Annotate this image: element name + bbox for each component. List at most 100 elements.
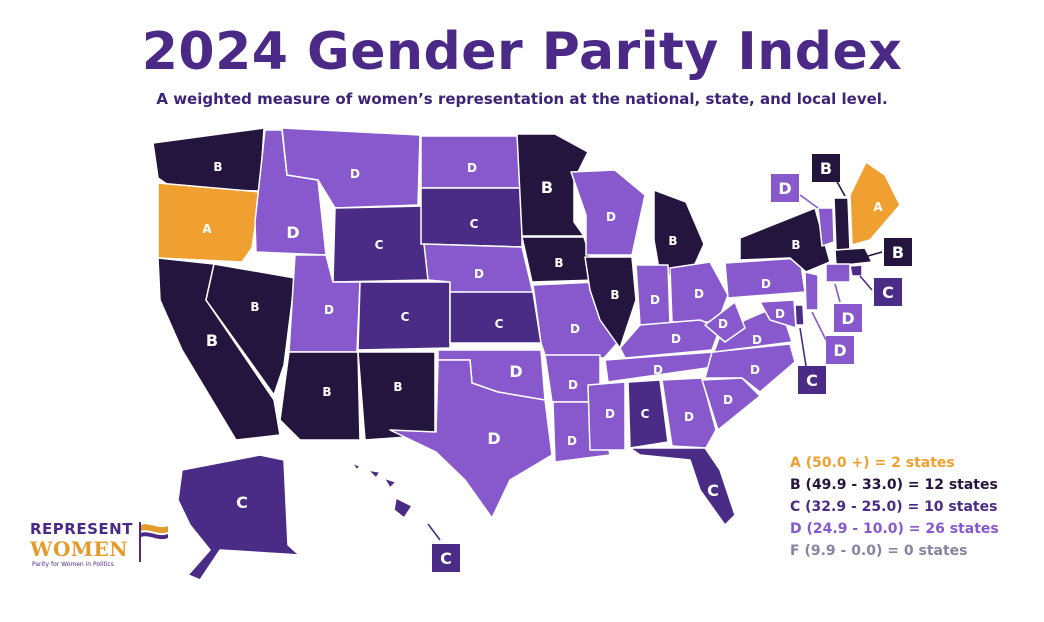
page-subtitle: A weighted measure of women’s representa… bbox=[156, 90, 888, 108]
grade-label-iowa: B bbox=[554, 256, 563, 270]
state-alaska bbox=[177, 454, 327, 581]
grade-label-montana: D bbox=[350, 167, 360, 181]
grade-label-arizona: B bbox=[322, 385, 331, 399]
grade-label-pennsylvania: D bbox=[761, 277, 771, 291]
flag-icon bbox=[139, 522, 168, 562]
label-box-hawaii bbox=[432, 544, 460, 572]
grade-label-south-carolina: D bbox=[723, 393, 733, 407]
state-west-virginia bbox=[704, 301, 746, 343]
leader-arrow-delaware bbox=[799, 327, 807, 367]
state-connecticut bbox=[825, 263, 851, 283]
grade-label-wisconsin: D bbox=[606, 210, 616, 224]
leader-arrow-new-jersey bbox=[811, 311, 827, 341]
grade-label-vermont: D bbox=[778, 179, 791, 198]
legend: A (50.0 +) = 2 states B (49.9 - 33.0) = … bbox=[790, 452, 999, 562]
state-massachusetts bbox=[834, 247, 873, 267]
state-mississippi bbox=[587, 381, 626, 451]
grade-label-virginia: D bbox=[752, 333, 762, 347]
legend-item-c: C (32.9 - 25.0) = 10 states bbox=[790, 499, 998, 515]
grade-label-wyoming: C bbox=[375, 238, 384, 252]
grade-label-oklahoma: D bbox=[509, 362, 522, 381]
grade-label-ohio: D bbox=[694, 287, 704, 301]
state-new-mexico bbox=[357, 351, 436, 441]
label-box-massachusetts bbox=[884, 238, 912, 266]
grade-label-north-carolina: D bbox=[750, 363, 760, 377]
state-north-carolina bbox=[704, 343, 796, 393]
leader-arrow-hawaii bbox=[427, 523, 441, 541]
label-box-rhode-island bbox=[874, 278, 902, 306]
logo-line-women: WOMEN bbox=[30, 537, 129, 561]
grade-label-massachusetts: B bbox=[892, 243, 904, 262]
label-box-new-hampshire bbox=[812, 154, 840, 182]
grade-label-alabama: C bbox=[641, 407, 650, 421]
legend-item-b: B (49.9 - 33.0) = 12 states bbox=[790, 477, 998, 493]
logo-tagline: Parity for Women in Politics bbox=[32, 561, 114, 568]
grade-label-minnesota: B bbox=[541, 178, 553, 197]
grade-label-michigan: B bbox=[668, 234, 677, 248]
grade-label-florida: C bbox=[707, 481, 719, 500]
page-title: 2024 Gender Parity Index bbox=[141, 22, 903, 82]
grade-label-california: B bbox=[206, 331, 218, 350]
leader-arrow-vermont bbox=[799, 194, 819, 209]
grade-label-delaware: C bbox=[806, 371, 818, 390]
grade-label-indiana: D bbox=[650, 293, 660, 307]
state-arizona bbox=[279, 351, 361, 441]
represent-women-logo: REPRESENT WOMEN Parity for Women in Poli… bbox=[30, 520, 180, 570]
state-minnesota bbox=[516, 133, 589, 237]
grade-label-washington: B bbox=[213, 160, 222, 174]
label-box-new-jersey bbox=[826, 336, 854, 364]
grade-label-arkansas: D bbox=[568, 378, 578, 392]
grade-label-idaho: D bbox=[286, 223, 299, 242]
state-nevada bbox=[205, 263, 296, 396]
state-oregon bbox=[157, 182, 261, 263]
leader-arrow-connecticut bbox=[834, 283, 841, 303]
grade-label-illinois: B bbox=[610, 288, 619, 302]
logo-line-represent: REPRESENT bbox=[30, 520, 133, 538]
grade-label-missouri: D bbox=[570, 322, 580, 336]
state-new-jersey bbox=[804, 271, 819, 311]
grade-label-maryland: D bbox=[775, 307, 785, 321]
state-new-hampshire bbox=[833, 197, 851, 251]
grade-label-louisiana: D bbox=[567, 434, 577, 448]
state-maryland bbox=[759, 299, 797, 329]
state-delaware bbox=[794, 304, 805, 326]
state-alabama bbox=[627, 379, 669, 449]
grade-label-west-virginia: D bbox=[718, 317, 728, 331]
grade-label-kentucky: D bbox=[671, 332, 681, 346]
leader-arrow-rhode-island bbox=[859, 275, 873, 291]
grade-label-tennessee: D bbox=[653, 363, 663, 377]
grade-label-georgia: D bbox=[684, 410, 694, 424]
grade-label-connecticut: D bbox=[841, 309, 854, 328]
grade-label-new-hampshire: B bbox=[820, 159, 832, 178]
state-florida bbox=[629, 447, 736, 526]
label-box-delaware bbox=[798, 366, 826, 394]
state-colorado bbox=[357, 281, 451, 351]
grade-label-south-dakota: C bbox=[470, 217, 479, 231]
grade-label-alaska: C bbox=[236, 493, 248, 512]
grade-label-maine: A bbox=[873, 200, 883, 214]
state-maine bbox=[849, 161, 901, 246]
grade-label-nevada: B bbox=[250, 300, 259, 314]
grade-label-texas: D bbox=[487, 429, 500, 448]
legend-item-a: A (50.0 +) = 2 states bbox=[790, 455, 955, 471]
grade-label-oregon: A bbox=[202, 222, 212, 236]
state-wisconsin bbox=[570, 169, 646, 256]
state-rhode-island bbox=[849, 264, 863, 277]
state-washington bbox=[152, 127, 265, 192]
grade-label-utah: D bbox=[324, 303, 334, 317]
leader-arrow-massachusetts bbox=[867, 251, 883, 257]
grade-label-north-dakota: D bbox=[467, 161, 477, 175]
state-vermont bbox=[817, 207, 835, 247]
grade-label-mississippi: D bbox=[605, 407, 615, 421]
state-michigan bbox=[653, 189, 705, 276]
grade-label-kansas: C bbox=[495, 317, 504, 331]
label-box-connecticut bbox=[834, 304, 862, 332]
legend-item-d: D (24.9 - 10.0) = 26 states bbox=[790, 521, 999, 537]
grade-label-new-jersey: D bbox=[833, 341, 846, 360]
state-texas bbox=[389, 359, 553, 519]
grade-label-new-york: B bbox=[791, 238, 800, 252]
state-georgia bbox=[661, 377, 717, 449]
legend-item-f: F (9.9 - 0.0) = 0 states bbox=[790, 543, 968, 559]
grade-label-nebraska: D bbox=[474, 267, 484, 281]
